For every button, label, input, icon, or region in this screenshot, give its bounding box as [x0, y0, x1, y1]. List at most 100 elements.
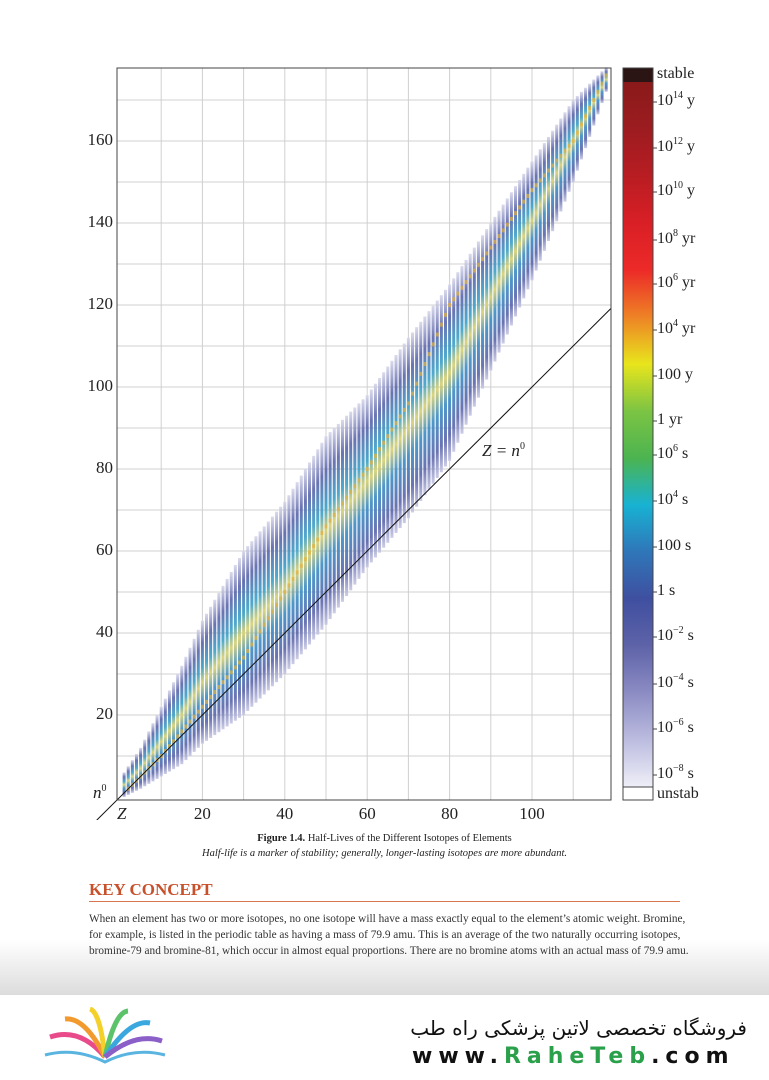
stable-isotope-mark [411, 391, 415, 396]
colorbar-label: 104 yr [657, 319, 695, 338]
isotope-column [542, 143, 546, 251]
isotope-column [514, 186, 518, 317]
y-tick-label: 20 [96, 704, 113, 723]
isotope-column [167, 690, 171, 772]
isotope-column [481, 235, 485, 389]
colorbar-label-exp: −2 [673, 625, 684, 636]
stable-isotope-mark [497, 234, 501, 239]
isotope-column [159, 706, 163, 777]
stable-isotope-mark [328, 518, 332, 523]
isotope-column [237, 557, 241, 718]
isotope-column [340, 419, 344, 602]
store-name: فروشگاه تخصصی لاتین پزشکی راه طب [410, 1016, 747, 1040]
stable-isotope-mark [415, 381, 419, 386]
reference-line-label-sup: 0 [519, 441, 525, 452]
isotope-column [258, 531, 262, 699]
isotope-column [501, 204, 505, 344]
stable-isotope-mark [188, 719, 192, 724]
stable-isotope-mark [180, 729, 184, 734]
stable-isotope-mark [233, 665, 237, 670]
colorbar-label-base: 10 [657, 138, 673, 155]
colorbar-label: 108 yr [657, 229, 696, 248]
stable-isotope-mark [258, 629, 262, 634]
colorbar-gradient [623, 82, 653, 787]
stable-isotope-mark [184, 724, 188, 729]
isotope-column [151, 723, 155, 782]
isotope-column [563, 112, 567, 202]
colorbar-label-base: 10 [657, 274, 673, 291]
stable-isotope-mark [443, 312, 447, 317]
colorbar-label-base: 10 [657, 182, 673, 199]
stable-isotope-mark [316, 537, 320, 542]
isotope-column [221, 585, 225, 730]
x-tick-label: 20 [193, 804, 211, 820]
colorbar-label: 106 yr [657, 273, 695, 292]
colorbar-label-exp: −8 [673, 763, 684, 774]
footer-banner: فروشگاه تخصصی لاتین پزشکی راه طب www.Rah… [0, 995, 769, 1080]
stable-isotope-mark [246, 649, 250, 654]
figure-chart: stable 1014 y 1012 y 1010 y 108 yr 106 yr 104 … [87, 65, 699, 820]
stable-isotope-mark [378, 447, 382, 452]
stable-isotope-mark [476, 262, 480, 267]
colorbar-label-unit: s [683, 627, 694, 644]
colorbar-label-base: 1 s [657, 582, 676, 599]
isotope-column [246, 546, 250, 711]
stable-isotope-mark [514, 211, 518, 216]
colorbar-label-base: 1 yr [657, 411, 683, 428]
stable-isotope-mark [600, 81, 604, 86]
isotope-column [184, 656, 188, 761]
colorbar-label: 106 s [657, 444, 688, 463]
isotope-column [369, 389, 373, 563]
stable-isotope-mark [369, 460, 373, 465]
colorbar-label-exp: 4 [673, 489, 678, 500]
isotope-column [464, 259, 468, 425]
stable-isotope-mark [394, 421, 398, 426]
y-axis-label-sup: 0 [101, 783, 107, 794]
stable-isotope-mark [308, 550, 312, 555]
y-tick-label: 120 [87, 294, 114, 313]
store-url[interactable]: www.RaheTeb.com [412, 1044, 735, 1069]
isotope-column [250, 541, 254, 707]
colorbar-label-unit: s [683, 719, 694, 736]
stable-isotope-mark [464, 280, 468, 285]
colorbar-label: 104 s [657, 489, 688, 509]
stable-isotope-mark [588, 106, 592, 111]
figure-subtitle: Half-life is a marker of stability; gene… [201, 848, 568, 859]
stable-isotope-mark [505, 222, 509, 227]
colorbar-frame [622, 67, 654, 801]
stable-isotope-mark [584, 114, 588, 119]
y-tick-label: 100 [87, 376, 114, 395]
y-axis-label-n: n [93, 783, 102, 802]
isotope-column [328, 432, 332, 620]
isotope-column [225, 578, 229, 727]
z-equals-n-line [96, 308, 612, 820]
colorbar-label-exp: 14 [673, 90, 683, 101]
isotope-column [546, 136, 550, 242]
stable-isotope-mark [448, 303, 452, 307]
isotope-column [365, 395, 369, 568]
colorbar-label-base: 10 [657, 719, 673, 736]
y-axis-label: n0 [93, 783, 107, 803]
colorbar-label-unit: s [683, 765, 694, 782]
colorbar-label: unstab [657, 785, 699, 803]
isotope-column [419, 321, 423, 501]
stable-isotope-mark [217, 685, 221, 690]
url-brand: RaheTeb [503, 1044, 652, 1069]
isotope-column [530, 161, 534, 281]
isotope-column [600, 71, 604, 104]
stable-isotope-mark [324, 524, 328, 529]
colorbar-label-base: 10 [657, 674, 673, 691]
isotope-column [254, 536, 258, 703]
isotope-column [415, 327, 419, 507]
colorbar-label: 1014 y [657, 90, 695, 110]
colorbar-label: 1 yr [657, 411, 682, 429]
stable-isotope-mark [209, 694, 213, 699]
isotope-column [509, 192, 513, 326]
colorbar-label-exp: −4 [673, 672, 684, 683]
colorbar-label-unit: yr [678, 230, 696, 247]
colorbar-label: 10−8 s [657, 763, 694, 783]
colorbar-label-base: 10 [657, 230, 673, 247]
colorbar-label: 100 y [657, 366, 693, 384]
isotope-column [555, 124, 559, 222]
isotope-column [332, 428, 336, 614]
